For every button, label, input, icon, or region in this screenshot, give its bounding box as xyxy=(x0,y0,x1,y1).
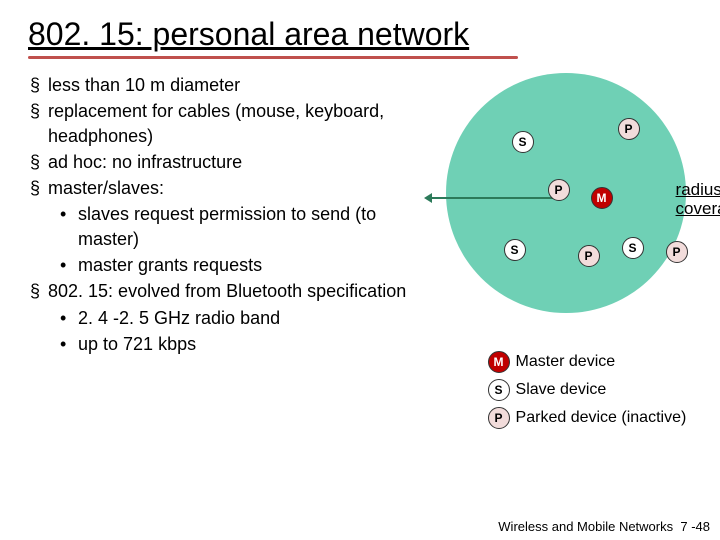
legend-text: Master device xyxy=(516,353,616,371)
legend-row: M Master device xyxy=(488,351,687,373)
legend: M Master device S Slave device P Parked devic… xyxy=(488,351,687,435)
bullet-level1: 802. 15: evolved from Bluetooth specific… xyxy=(30,279,426,303)
piconet-diagram: radius of coverageSPPMSPSPMMaster device… xyxy=(426,73,712,358)
legend-swatch-s: S xyxy=(488,379,510,401)
bullet-level1: ad hoc: no infrastructure xyxy=(30,150,426,174)
radius-line xyxy=(426,197,562,199)
arrow-left xyxy=(424,193,432,203)
legend-swatch-p: P xyxy=(488,407,510,429)
bullet-level2: slaves request permission to send (to ma… xyxy=(30,202,426,251)
node-s: S xyxy=(512,131,534,153)
node-p: P xyxy=(548,179,570,201)
node-p: P xyxy=(618,118,640,140)
node-s: S xyxy=(622,237,644,259)
bullet-list: less than 10 m diameterreplacement for c… xyxy=(30,73,426,358)
page-number: 7 -48 xyxy=(680,519,710,534)
bullet-level2: 2. 4 -2. 5 GHz radio band xyxy=(30,306,426,330)
bullet-level2: master grants requests xyxy=(30,253,426,277)
title-accent-underline xyxy=(28,56,518,59)
bullet-level1: replacement for cables (mouse, keyboard,… xyxy=(30,99,426,148)
bullet-level1: master/slaves: xyxy=(30,176,426,200)
content-row: less than 10 m diameterreplacement for c… xyxy=(0,53,720,358)
radius-label: radius of coverage xyxy=(676,181,720,218)
legend-row: S Slave device xyxy=(488,379,687,401)
legend-text: Parked device (inactive) xyxy=(516,409,687,427)
legend-swatch-m: M xyxy=(488,351,510,373)
bullet-level1: less than 10 m diameter xyxy=(30,73,426,97)
bullet-level2: up to 721 kbps xyxy=(30,332,426,356)
node-s: S xyxy=(504,239,526,261)
node-m: M xyxy=(591,187,613,209)
footer-text: Wireless and Mobile Networks xyxy=(498,519,673,534)
node-p: P xyxy=(666,241,688,263)
node-p: P xyxy=(578,245,600,267)
slide-title: 802. 15: personal area network xyxy=(0,0,720,53)
slide-footer: Wireless and Mobile Networks 7 -48 xyxy=(498,519,710,534)
legend-row: P Parked device (inactive) xyxy=(488,407,687,429)
legend-text: Slave device xyxy=(516,381,607,399)
